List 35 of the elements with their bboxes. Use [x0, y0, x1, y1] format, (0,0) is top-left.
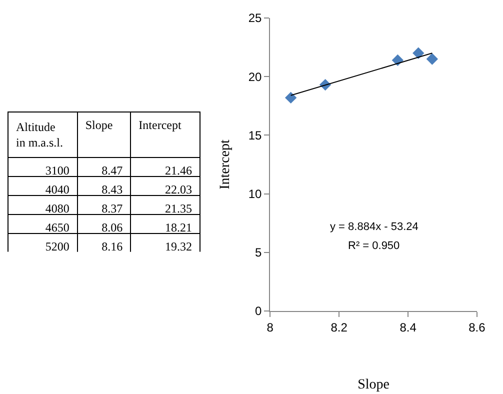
- text: 8.06: [102, 220, 123, 234]
- text: Slope: [85, 118, 113, 132]
- point: [412, 47, 424, 60]
- point: [426, 53, 438, 65]
- text: 21.46: [165, 163, 192, 178]
- y-tick-label: 20: [248, 70, 262, 84]
- y-tick-label: 15: [248, 128, 262, 142]
- y-tick-label: 0: [255, 304, 262, 318]
- y-axis-title: Intercept: [218, 140, 233, 190]
- x-tick-label: 8.2: [330, 320, 348, 334]
- text: 8.47: [102, 163, 123, 178]
- x-axis-title: Slope: [358, 378, 390, 393]
- text: 18.21: [165, 220, 192, 234]
- point: [284, 92, 297, 104]
- x-tick-label: 8: [266, 320, 274, 334]
- text: 8.37: [102, 201, 123, 216]
- y-tick-label: 5: [255, 246, 262, 260]
- text: 4080: [45, 201, 70, 216]
- text: 4040: [45, 182, 70, 196]
- text: 5200: [45, 239, 70, 254]
- text: 22.03: [165, 182, 192, 196]
- text: Altitude in m.a.s.l.: [16, 120, 63, 150]
- text: 8.16: [102, 239, 123, 254]
- y-tick-label: 25: [248, 11, 262, 26]
- text: 21.35: [165, 201, 192, 216]
- text: 3100: [45, 163, 70, 178]
- y-tick-label: 10: [248, 187, 262, 201]
- annotation: y = 8.884x - 53.24: [330, 221, 418, 233]
- text: 8.43: [102, 182, 123, 196]
- text: 19.32: [165, 239, 192, 254]
- x-tick-label: 8.6: [468, 320, 486, 334]
- annotation: R² = 0.950: [348, 240, 400, 252]
- text: 4650: [45, 220, 70, 234]
- x-tick-label: 8.4: [400, 320, 417, 334]
- text: Intercept: [138, 118, 182, 132]
